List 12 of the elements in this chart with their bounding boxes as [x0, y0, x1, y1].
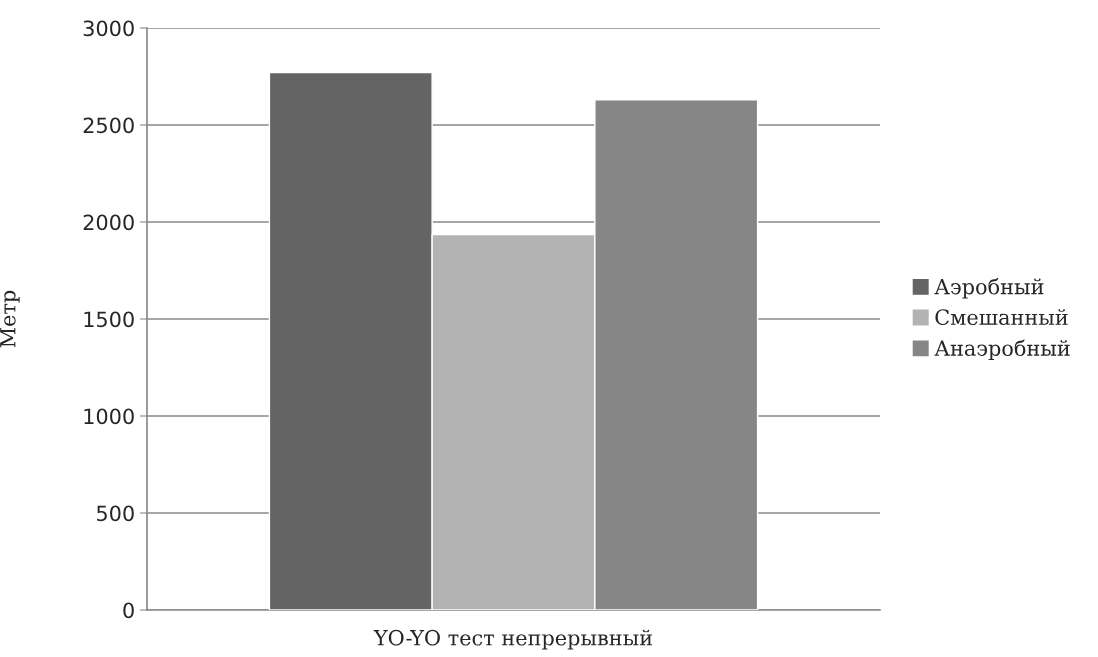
legend-label: Смешанный [935, 309, 1068, 326]
legend-label: Аэробный [934, 277, 1044, 299]
y-tick-label: 1000 [84, 408, 134, 425]
x-tick-label: YO-YO тест непрерывный [373, 629, 653, 650]
y-tick-label: 1500 [84, 311, 134, 328]
y-tick-label: 2500 [83, 117, 134, 134]
legend-label: Анаэробный [934, 339, 1070, 361]
y-tick-label: 2000 [83, 214, 134, 231]
y-tick-label: 500 [97, 505, 134, 522]
y-tick-label: 3000 [83, 20, 134, 37]
y-axis-title: Метр [0, 290, 20, 348]
y-tick-label: 0 [123, 602, 134, 619]
